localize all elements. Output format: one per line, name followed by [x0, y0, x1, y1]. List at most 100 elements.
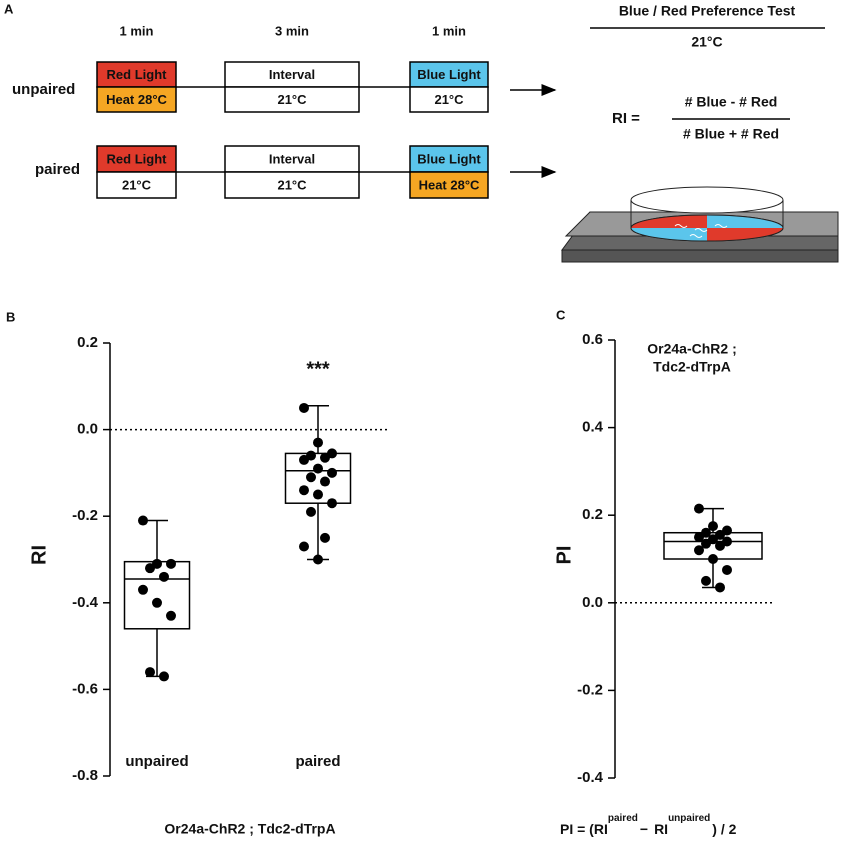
data-point — [299, 454, 309, 465]
formula-lhs: RI = — [612, 110, 640, 127]
data-point — [694, 532, 704, 543]
data-point — [166, 558, 176, 569]
x-tick-label: unpaired — [125, 753, 188, 770]
duration-label: 1 min — [432, 23, 466, 38]
condition-box — [409, 86, 489, 113]
duration-label: 1 min — [120, 23, 154, 38]
condition-text: Red Light — [107, 67, 168, 82]
data-point — [145, 667, 155, 678]
formula: PI = (RIpaired− RIunpaired) / 2 — [560, 813, 737, 837]
y-tick-label: -0.4 — [577, 769, 604, 786]
condition-text: Interval — [269, 67, 315, 82]
panel-label: A — [4, 1, 14, 16]
condition-box — [224, 171, 360, 199]
row-label: unpaired — [12, 81, 75, 98]
data-point — [166, 610, 176, 621]
condition-text: Blue Light — [417, 67, 481, 82]
formula-denominator: # Blue + # Red — [683, 126, 779, 142]
data-point — [313, 489, 323, 500]
x-axis-label: Or24a-ChR2 ; Tdc2-dTrpA — [164, 821, 335, 837]
y-tick-label: -0.2 — [72, 507, 98, 524]
data-point — [715, 540, 725, 551]
data-point — [299, 402, 309, 413]
condition-box — [96, 61, 177, 88]
test-title: Blue / Red Preference Test — [619, 3, 796, 19]
condition-box — [409, 61, 489, 88]
duration-label: 3 min — [275, 23, 309, 38]
significance: *** — [306, 358, 330, 380]
genotype-label: Tdc2-dTrpA — [653, 359, 731, 375]
condition-text: Red Light — [107, 151, 168, 166]
data-point — [138, 515, 148, 526]
y-axis-label: RI — [28, 545, 50, 565]
formula-part: ) / 2 — [712, 821, 736, 837]
dish-illustration — [561, 186, 839, 263]
data-point — [320, 452, 330, 463]
condition-text: Blue Light — [417, 151, 481, 166]
y-tick-label: 0.2 — [77, 334, 98, 351]
y-axis-label: PI — [553, 546, 575, 565]
condition-text: Heat 28°C — [106, 92, 167, 107]
y-tick-label: 0.2 — [582, 506, 603, 523]
data-point — [327, 498, 337, 509]
data-point — [152, 597, 162, 608]
data-point — [701, 575, 711, 586]
data-point — [159, 671, 169, 682]
row-label: paired — [35, 161, 80, 178]
y-tick-label: 0.6 — [582, 331, 603, 348]
y-tick-label: -0.6 — [72, 680, 98, 697]
data-point — [313, 463, 323, 474]
data-point — [138, 584, 148, 595]
y-tick-label: 0.4 — [582, 419, 604, 436]
data-point — [313, 554, 323, 565]
formula-part: − — [640, 821, 648, 837]
condition-text: Interval — [269, 151, 315, 166]
data-point — [694, 545, 704, 556]
data-point — [327, 467, 337, 478]
data-point — [708, 521, 718, 532]
y-tick-label: -0.8 — [72, 767, 98, 784]
condition-box — [224, 86, 360, 113]
condition-box — [96, 86, 177, 113]
box — [123, 560, 191, 630]
data-point — [708, 554, 718, 564]
formula-part: unpaired — [668, 813, 710, 824]
data-point — [320, 532, 330, 543]
condition-box — [409, 171, 489, 199]
data-point — [159, 571, 169, 582]
data-point — [722, 564, 732, 575]
condition-text: 21°C — [434, 92, 464, 107]
condition-text: 21°C — [122, 177, 152, 192]
y-tick-label: -0.2 — [577, 681, 603, 698]
data-point — [694, 503, 704, 514]
condition-text: Heat 28°C — [419, 177, 480, 192]
panel-label: C — [556, 307, 566, 322]
data-point — [701, 538, 711, 549]
condition-text: 21°C — [277, 92, 307, 107]
formula-part: PI = (RI — [560, 821, 608, 837]
data-point — [306, 506, 316, 517]
data-point — [145, 563, 155, 574]
test-temperature: 21°C — [691, 34, 722, 50]
condition-box — [224, 145, 360, 173]
formula-numerator: # Blue - # Red — [685, 94, 778, 110]
data-point — [715, 582, 725, 593]
panel-label: B — [6, 309, 15, 324]
genotype-label: Or24a-ChR2 ; — [647, 341, 736, 357]
condition-box — [96, 145, 177, 173]
data-point — [320, 476, 330, 487]
y-tick-label: -0.4 — [72, 594, 99, 611]
box — [284, 452, 352, 504]
data-point — [313, 437, 323, 448]
data-point — [306, 472, 316, 483]
formula-part: RI — [654, 821, 668, 837]
condition-text: 21°C — [277, 177, 307, 192]
y-tick-label: 0.0 — [77, 421, 98, 438]
data-point — [299, 541, 309, 552]
condition-box — [96, 171, 177, 199]
y-tick-label: 0.0 — [582, 594, 603, 611]
formula-part: paired — [608, 813, 638, 824]
x-tick-label: paired — [295, 753, 340, 770]
data-point — [299, 485, 309, 496]
